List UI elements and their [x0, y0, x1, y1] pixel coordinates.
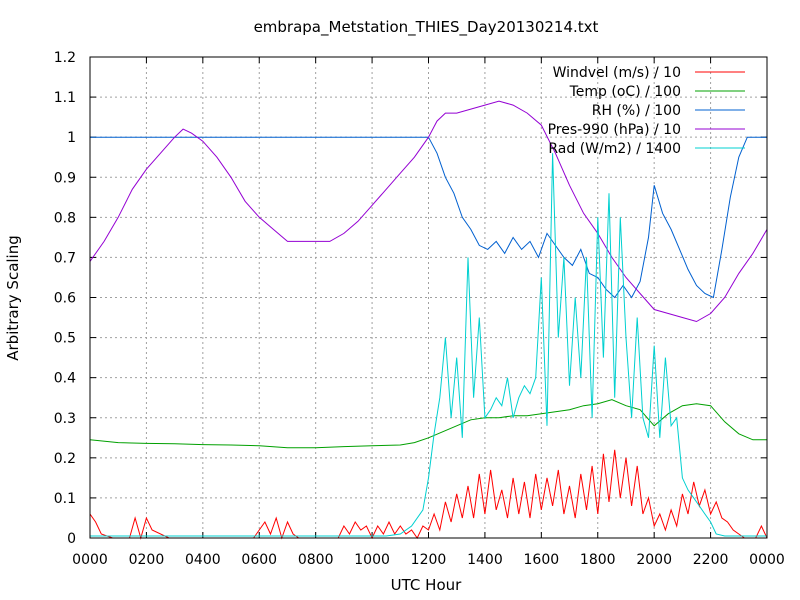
y-tick-label: 0.9	[54, 170, 76, 186]
x-tick-label: 1600	[524, 552, 560, 568]
x-tick-label: 1000	[354, 552, 390, 568]
plot-frame	[89, 56, 768, 539]
series-line-1	[89, 399, 767, 449]
legend-label: Rad (W/m2) / 1400	[548, 141, 681, 157]
y-tick-label: 0	[67, 531, 76, 547]
y-tick-label: 0.8	[54, 210, 76, 226]
y-tick-label: 0.4	[54, 371, 76, 387]
legend-label: Pres-990 (hPa) / 10	[548, 122, 681, 138]
series-lines	[89, 100, 768, 540]
x-axis-ticks: 0000 0200 0400 0600 0800 1000 1200 1400 1600 1800…	[72, 57, 785, 568]
series-line-3	[89, 100, 768, 323]
y-tick-label: 1	[67, 130, 76, 146]
series-line-4	[90, 153, 767, 537]
series-line-2	[90, 136, 767, 299]
x-tick-label: 0800	[298, 552, 334, 568]
y-tick-label: 0.5	[54, 331, 76, 347]
y-tick-label: 0.3	[54, 411, 76, 427]
y-tick-label: 0.2	[54, 451, 76, 467]
x-tick-label: 1400	[467, 552, 503, 568]
y-axis-ticks: 0 0.1 0.2 0.3 0.4 0.5 0.6 0.7 0.8 0.9 1 1.1 1.2	[54, 50, 767, 547]
chart-title: embrapa_Metstation_THIES_Day20130214.txt	[254, 18, 599, 37]
x-tick-label: 0400	[185, 552, 221, 568]
y-tick-label: 1.1	[54, 90, 76, 106]
x-axis-label: UTC Hour	[391, 576, 462, 594]
x-tick-label: 0000	[72, 552, 108, 568]
y-tick-label: 1.2	[54, 50, 76, 66]
y-tick-label: 0.7	[54, 250, 76, 266]
series-line-0	[89, 449, 768, 540]
legend: Windvel (m/s) / 10 Temp (oC) / 100 RH (%) …	[548, 65, 745, 157]
x-tick-label: 2000	[636, 552, 672, 568]
x-tick-label: 1200	[411, 552, 447, 568]
y-axis-label: Arbitrary Scaling	[4, 235, 22, 361]
x-tick-label: 0600	[241, 552, 277, 568]
legend-label: Temp (oC) / 100	[569, 84, 681, 100]
x-tick-label: 0000	[749, 552, 785, 568]
x-tick-label: 0200	[129, 552, 165, 568]
legend-label: RH (%) / 100	[592, 103, 681, 119]
x-tick-label: 2200	[693, 552, 729, 568]
x-tick-label: 1800	[580, 552, 616, 568]
y-tick-label: 0.6	[54, 291, 76, 307]
legend-label: Windvel (m/s) / 10	[553, 65, 681, 81]
y-tick-label: 0.1	[54, 491, 76, 507]
